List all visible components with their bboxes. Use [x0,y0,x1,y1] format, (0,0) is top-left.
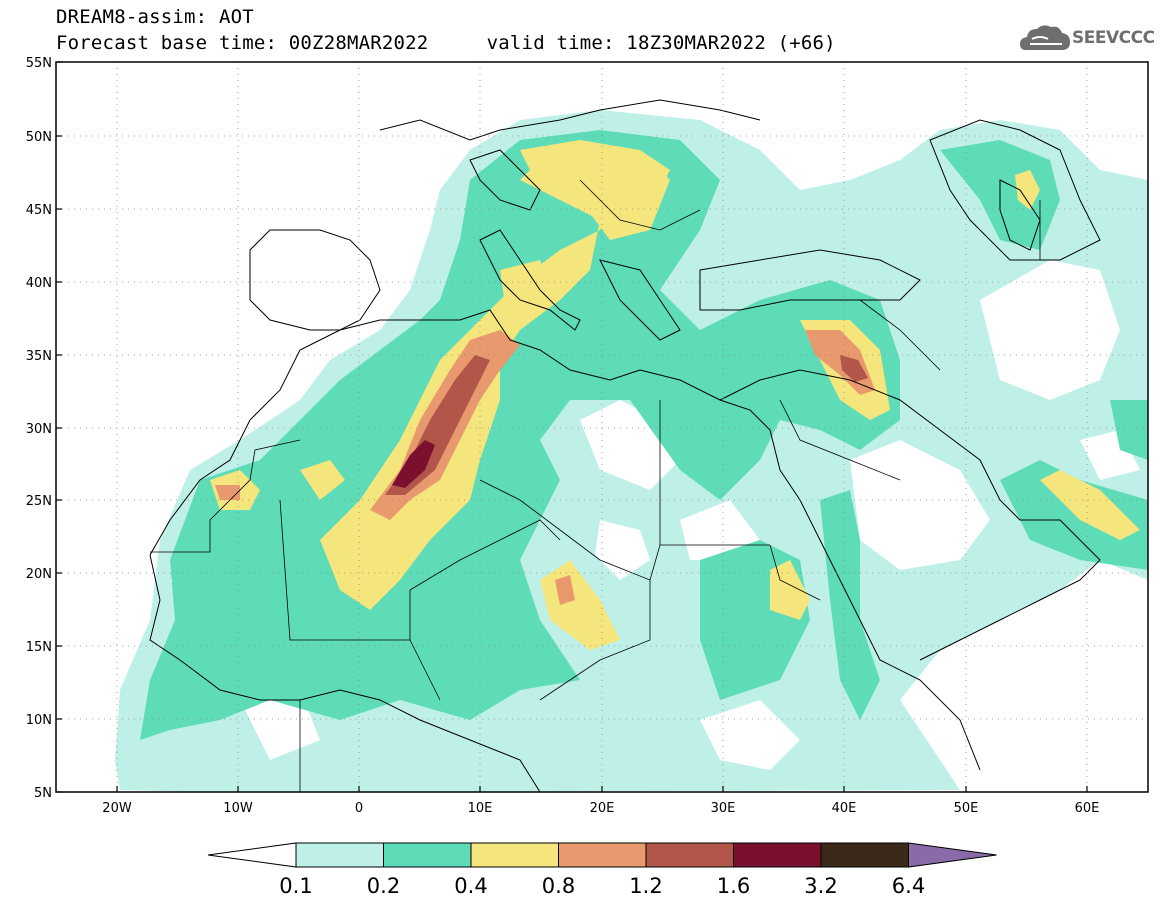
lat-label: 20N [26,567,52,582]
lat-label: 25N [26,494,52,509]
map-title: DREAM8-assim: AOT [56,6,254,28]
legend-swatch [383,842,472,868]
aot-field [56,62,1148,792]
cloud-icon [1020,25,1070,50]
longitude-labels: 20W 10W 0 10E 20E 30E 40E 50E 60E [102,801,1099,816]
lat-label: 30N [26,422,52,437]
legend-swatch-above [908,842,997,868]
lat-label: 15N [26,640,52,655]
legend-swatch-below [207,842,297,868]
legend-level-label: 6.4 [892,874,925,898]
lat-label: 55N [26,56,52,71]
lat-label: 50N [26,130,52,145]
legend-swatch [820,842,909,868]
lat-label: 35N [26,349,52,364]
lon-label: 50E [954,801,979,816]
lon-label: 40E [832,801,857,816]
lon-label: 30E [711,801,736,816]
lon-label: 10W [223,801,253,816]
legend-swatch [733,842,822,868]
lon-label: 0 [355,801,363,816]
graticule [56,62,1148,792]
forecast-time-line: Forecast base time: 00Z28MAR2022 valid t… [56,32,836,54]
latitude-labels: 55N 50N 45N 40N 35N 30N 25N 20N 15N 10N … [26,56,52,801]
legend-level-label: 0.8 [542,874,575,898]
legend-swatch [645,842,734,868]
legend-level-label: 0.1 [279,874,312,898]
legend-level-label: 1.6 [717,874,750,898]
seevccc-logo: SEEVCCC [1018,20,1158,60]
coastlines [149,99,1101,792]
lat-label: 10N [26,713,52,728]
lon-label: 60E [1075,801,1100,816]
lat-label: 5N [34,786,52,801]
legend-swatch [558,842,647,868]
legend-level-label: 3.2 [804,874,837,898]
legend-level-label: 0.4 [454,874,487,898]
lon-label: 20E [590,801,615,816]
aot-level-1.6 [392,440,435,488]
logo-text: SEEVCCC [1072,28,1155,48]
lon-label: 10E [468,801,493,816]
axis-ticks [56,61,1088,793]
legend-swatch [295,842,384,868]
legend-swatch [470,842,559,868]
legend-level-label: 1.2 [629,874,662,898]
lon-label: 20W [102,801,132,816]
legend-level-label: 0.2 [367,874,400,898]
lat-label: 45N [26,203,52,218]
lat-label: 40N [26,276,52,291]
